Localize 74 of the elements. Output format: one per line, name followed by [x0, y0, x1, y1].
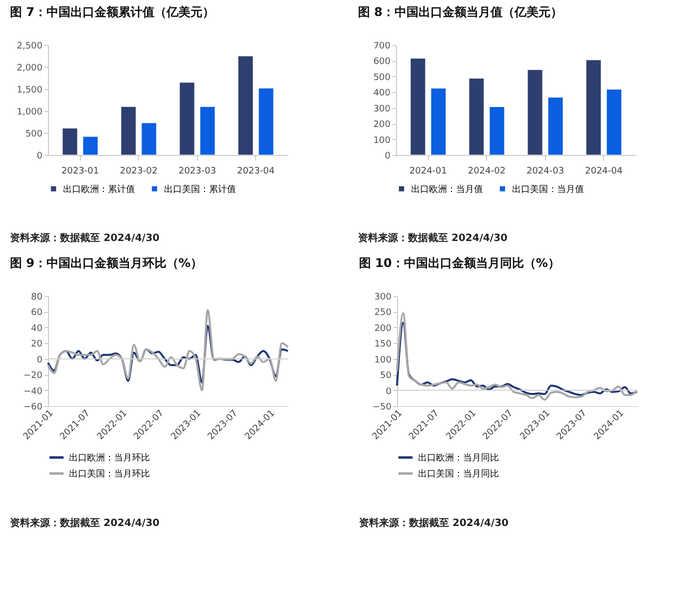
y-tick-label: 0	[386, 386, 392, 397]
y-tick-label: 20	[31, 340, 43, 350]
bar	[527, 69, 543, 156]
legend-label: 出口美国：当月值	[512, 184, 584, 195]
y-tick-label: −60	[24, 402, 43, 412]
y-tick-label: 2,000	[16, 64, 43, 74]
bar	[62, 128, 78, 156]
legend-label: 出口美国：当月同比	[418, 468, 499, 480]
x-tick-label: 2024-01	[409, 166, 447, 176]
legend-label: 出口美国：累计值	[164, 184, 236, 195]
y-tick-label: 0	[384, 152, 391, 162]
y-tick-label: −40	[24, 386, 43, 397]
legend-label: 出口美国：当月环比	[69, 468, 150, 480]
line-series	[396, 322, 638, 396]
y-tick-label: 500	[373, 72, 391, 83]
y-tick-label: 0	[36, 355, 43, 366]
bar	[141, 122, 157, 156]
bar	[82, 136, 98, 156]
bar	[410, 58, 426, 156]
y-tick-label: 150	[374, 340, 392, 350]
line-series	[396, 312, 638, 401]
y-tick-label: 80	[31, 292, 43, 302]
y-tick-label: 50	[380, 371, 392, 382]
text: 资料来源：数据截至 2024/4/30	[359, 517, 509, 529]
bar	[468, 78, 484, 156]
y-tick-label: 100	[374, 355, 392, 366]
line-series	[47, 309, 289, 392]
bar	[120, 106, 136, 156]
y-tick-label: 200	[373, 120, 391, 130]
bar	[430, 88, 446, 156]
bar	[179, 82, 195, 156]
x-tick-label: 2023-02	[120, 166, 158, 176]
legend-label: 出口欧洲：当月环比	[69, 452, 150, 464]
bar	[200, 106, 216, 156]
bar	[489, 106, 505, 156]
legend-label: 出口欧洲：当月值	[411, 184, 483, 195]
y-tick-label: 300	[373, 104, 391, 114]
bar	[586, 60, 602, 156]
y-tick-label: 700	[373, 42, 391, 52]
bar	[238, 56, 254, 156]
y-tick-label: 500	[25, 130, 43, 140]
text: 资料来源：数据截至 2024/4/30	[358, 232, 508, 244]
bar	[548, 97, 564, 156]
y-tick-label: 250	[374, 308, 392, 318]
x-tick-label: 2024-03	[526, 166, 564, 176]
bar	[606, 89, 622, 156]
text: 资料来源：数据截至 2024/4/30	[10, 517, 160, 529]
x-tick-label: 2023-03	[178, 166, 216, 176]
x-tick-label: 2024-02	[468, 166, 506, 176]
chart-title: 图 7：中国出口金额累计值（亿美元）	[10, 5, 215, 19]
text: 资料来源：数据截至 2024/4/30	[10, 232, 160, 244]
x-tick-label: 2023-04	[237, 166, 275, 176]
y-tick-label: 60	[31, 308, 43, 318]
chart-title: 图 9：中国出口金额当月环比（%）	[10, 256, 203, 270]
y-tick-label: 1,500	[16, 86, 43, 96]
chart-title: 图 8：中国出口金额当月值（亿美元）	[358, 5, 563, 19]
y-tick-label: 1,000	[16, 108, 43, 118]
y-tick-label: 600	[373, 57, 391, 68]
y-tick-label: −50	[372, 402, 392, 412]
legend-label: 出口欧洲：当月同比	[418, 452, 499, 464]
line-series	[47, 324, 289, 384]
chart-title: 图 10：中国出口金额当月同比（%）	[359, 256, 560, 270]
y-tick-label: 2,500	[16, 42, 43, 52]
y-tick-label: 300	[374, 292, 392, 302]
y-tick-label: 400	[373, 88, 391, 99]
bar	[258, 88, 274, 156]
y-tick-label: 40	[31, 324, 43, 334]
y-tick-label: 200	[374, 324, 392, 334]
y-tick-label: −20	[24, 371, 43, 382]
y-tick-label: 100	[373, 136, 391, 146]
x-tick-label: 2023-01	[61, 166, 99, 176]
x-tick-label: 2024-04	[585, 166, 623, 176]
y-tick-label: 0	[36, 152, 43, 162]
legend-label: 出口欧洲：累计值	[63, 184, 135, 195]
